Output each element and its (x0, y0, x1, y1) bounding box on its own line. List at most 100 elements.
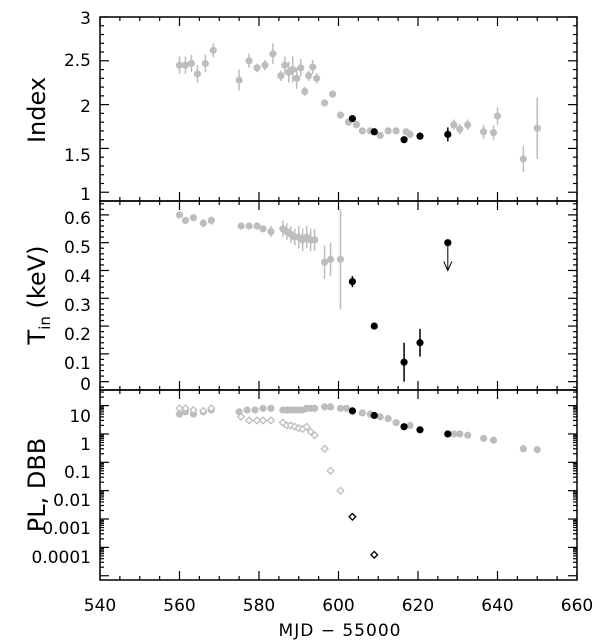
data-point (313, 74, 321, 82)
panel-pl-dbb: 0.0001 0.001 0.01 0.1 1 10 PL, DBB (23, 389, 578, 581)
data-point (237, 222, 245, 230)
data-point (235, 76, 243, 84)
data-point (289, 65, 297, 74)
data-point (261, 61, 269, 69)
xtick-label: 600 (322, 596, 354, 616)
data-point-diamond (290, 422, 299, 431)
panel-pl-dbb-marks (175, 403, 541, 559)
xtick-label: 620 (402, 596, 434, 616)
data-point (267, 404, 275, 412)
data-point (259, 404, 267, 412)
data-point (384, 414, 392, 423)
data-point (245, 57, 253, 65)
data-point-diamond (199, 406, 208, 416)
data-point (400, 358, 408, 366)
data-point (370, 411, 378, 420)
panel-index-ticks (99, 16, 578, 202)
data-point-diamond (252, 416, 262, 425)
data-point-diamond (236, 412, 246, 422)
panel-index-ytick-labels: 1 1.5 2 2.5 3 (64, 9, 91, 205)
data-point (392, 419, 400, 427)
y-axis-title-pl-dbb: PL, DBB (23, 438, 51, 533)
data-point-diamond (189, 405, 198, 415)
data-point-diamond (302, 422, 311, 431)
data-point (187, 59, 196, 68)
panel-pl-dbb-ytick-labels: 0.0001 0.001 0.01 0.1 1 10 (32, 407, 91, 568)
panel-tin-ticks (99, 201, 578, 390)
y-axis-title-tin-sub: in (36, 316, 54, 330)
data-point (342, 404, 351, 412)
data-point (320, 258, 329, 266)
data-point-diamond (258, 416, 268, 425)
data-point (376, 131, 384, 139)
data-point (336, 404, 345, 412)
panel-tin: 0 0.1 0.2 0.3 0.4 0.5 0.6 Tin (keV) (23, 200, 578, 395)
data-point (489, 129, 498, 137)
data-point (259, 225, 267, 233)
data-point (376, 413, 384, 421)
data-point (479, 434, 488, 442)
data-point (384, 127, 392, 135)
data-point-diamond (348, 512, 357, 522)
data-point (406, 421, 414, 430)
data-point (181, 61, 190, 69)
data-point (444, 430, 452, 438)
panel-tin-marks (175, 209, 453, 382)
data-point (301, 87, 309, 96)
data-point (326, 255, 335, 263)
data-point (336, 111, 345, 119)
data-point (416, 339, 424, 347)
data-point (245, 222, 253, 230)
data-point (444, 239, 452, 247)
data-point (297, 64, 305, 72)
ytick-label: 0.4 (64, 267, 91, 287)
ytick-label: 0.001 (42, 519, 91, 539)
ytick-label: 1 (80, 435, 91, 455)
xtick-label: 580 (243, 596, 275, 616)
data-point (199, 219, 207, 227)
data-point (207, 216, 215, 225)
data-point (456, 125, 464, 133)
data-point (479, 128, 488, 136)
data-point (358, 409, 366, 417)
data-point-diamond (244, 416, 254, 425)
data-point (348, 407, 357, 415)
data-point (370, 128, 378, 136)
ytick-label: 0.01 (53, 491, 91, 511)
data-point (251, 406, 259, 414)
data-point (181, 216, 190, 225)
data-point (464, 121, 472, 129)
data-point (519, 445, 527, 453)
y-axis-title-index: Index (23, 77, 51, 143)
data-point (450, 430, 458, 438)
data-point (348, 278, 357, 286)
data-point (175, 410, 184, 418)
data-point (293, 74, 301, 82)
data-point (493, 112, 502, 120)
data-point (311, 404, 319, 412)
data-point (269, 50, 277, 58)
data-point (352, 121, 360, 129)
data-point (243, 406, 251, 414)
x-axis: 540 560 580 600 620 640 660 MJD − 55000 (84, 596, 593, 641)
data-point (444, 130, 452, 139)
ytick-label: 0.2 (64, 325, 91, 345)
panel-tin-ytick-labels: 0 0.1 0.2 0.3 0.4 0.5 0.6 (64, 209, 91, 395)
y-axis-title-tin-main: T (23, 329, 51, 345)
ytick-label: 0.1 (64, 354, 91, 374)
data-point (519, 155, 527, 163)
data-point-diamond (278, 418, 288, 427)
data-point (336, 255, 345, 263)
upper-limit-arrowhead (443, 261, 453, 272)
data-point (311, 236, 319, 244)
ytick-label: 0.0001 (32, 548, 91, 568)
data-point (358, 127, 366, 135)
data-point (309, 63, 317, 71)
ytick-label: 0 (80, 375, 91, 395)
xtick-label: 540 (84, 596, 116, 616)
data-point (201, 59, 209, 68)
ytick-label: 10 (69, 407, 91, 427)
y-axis-title-tin: Tin (keV) (23, 246, 54, 346)
data-point-diamond (175, 404, 184, 413)
